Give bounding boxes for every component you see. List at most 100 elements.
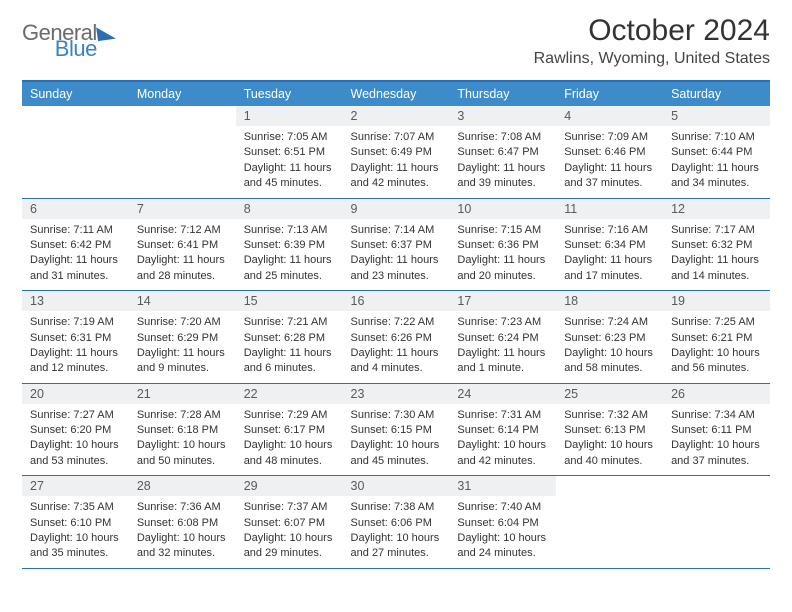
calendar-cell: [22, 106, 129, 198]
sunset-line: Sunset: 6:44 PM: [671, 145, 762, 160]
sunrise-line: Sunrise: 7:27 AM: [30, 408, 121, 423]
day-details: Sunrise: 7:37 AMSunset: 6:07 PMDaylight:…: [236, 496, 343, 568]
calendar-cell: 21Sunrise: 7:28 AMSunset: 6:18 PMDayligh…: [129, 383, 236, 476]
day-number: 6: [22, 199, 129, 219]
sunrise-line: Sunrise: 7:29 AM: [244, 408, 335, 423]
day-header: Sunday: [22, 81, 129, 106]
sunrise-line: Sunrise: 7:25 AM: [671, 315, 762, 330]
logo-text-blue: Blue: [55, 36, 97, 62]
calendar-cell: 28Sunrise: 7:36 AMSunset: 6:08 PMDayligh…: [129, 476, 236, 569]
day-header-row: SundayMondayTuesdayWednesdayThursdayFrid…: [22, 81, 770, 106]
day-number: 9: [343, 199, 450, 219]
day-number: 18: [556, 291, 663, 311]
calendar-cell: 11 Sunrise: 7:16 AMSunset: 6:34 PMDayligh…: [556, 198, 663, 291]
daylight-line: Daylight: 11 hours and 42 minutes.: [351, 161, 442, 192]
day-number: 22: [236, 384, 343, 404]
calendar-page: General Blue October 2024 Rawlins, Wyomi…: [0, 0, 792, 583]
day-number: 25: [556, 384, 663, 404]
daylight-line: Daylight: 10 hours and 42 minutes.: [457, 438, 548, 469]
daylight-line: Daylight: 11 hours and 45 minutes.: [244, 161, 335, 192]
day-details: Sunrise: 7:35 AMSunset: 6:10 PMDaylight:…: [22, 496, 129, 568]
daylight-line: Daylight: 11 hours and 1 minute.: [457, 346, 548, 377]
day-number: 17: [449, 291, 556, 311]
day-number: 4: [556, 106, 663, 126]
day-details: Sunrise: 7:12 AMSunset: 6:41 PMDaylight:…: [129, 219, 236, 291]
daylight-line: Daylight: 11 hours and 34 minutes.: [671, 161, 762, 192]
day-number: 15: [236, 291, 343, 311]
calendar-cell: 17Sunrise: 7:23 AMSunset: 6:24 PMDayligh…: [449, 291, 556, 384]
sunrise-line: Sunrise: 7:36 AM: [137, 500, 228, 515]
sunset-line: Sunset: 6:46 PM: [564, 145, 655, 160]
daylight-line: Daylight: 11 hours and 12 minutes.: [30, 346, 121, 377]
calendar-cell: 1Sunrise: 7:05 AMSunset: 6:51 PMDaylight…: [236, 106, 343, 198]
sunrise-line: Sunrise: 7:40 AM: [457, 500, 548, 515]
daylight-line: Daylight: 10 hours and 53 minutes.: [30, 438, 121, 469]
calendar-cell: 20Sunrise: 7:27 AMSunset: 6:20 PMDayligh…: [22, 383, 129, 476]
day-details: Sunrise: 7:11 AMSunset: 6:42 PMDaylight:…: [22, 219, 129, 291]
sunset-line: Sunset: 6:32 PM: [671, 238, 762, 253]
daylight-line: Daylight: 10 hours and 27 minutes.: [351, 531, 442, 562]
daylight-line: Daylight: 11 hours and 17 minutes.: [564, 253, 655, 284]
calendar-cell: [129, 106, 236, 198]
day-details: Sunrise: 7:21 AMSunset: 6:28 PMDaylight:…: [236, 311, 343, 383]
sunrise-line: Sunrise: 7:12 AM: [137, 223, 228, 238]
calendar-cell: 9Sunrise: 7:14 AMSunset: 6:37 PMDaylight…: [343, 198, 450, 291]
day-number: 31: [449, 476, 556, 496]
sunrise-line: Sunrise: 7:11 AM: [30, 223, 121, 238]
sunrise-line: Sunrise: 7:05 AM: [244, 130, 335, 145]
day-number: 24: [449, 384, 556, 404]
daylight-line: Daylight: 11 hours and 9 minutes.: [137, 346, 228, 377]
day-number: 5: [663, 106, 770, 126]
calendar-row: 27Sunrise: 7:35 AMSunset: 6:10 PMDayligh…: [22, 476, 770, 569]
sunset-line: Sunset: 6:07 PM: [244, 516, 335, 531]
day-number: 13: [22, 291, 129, 311]
day-number: 11: [556, 199, 663, 219]
sunrise-line: Sunrise: 7:20 AM: [137, 315, 228, 330]
day-number: 16: [343, 291, 450, 311]
sunrise-line: Sunrise: 7:21 AM: [244, 315, 335, 330]
sunset-line: Sunset: 6:51 PM: [244, 145, 335, 160]
sunrise-line: Sunrise: 7:37 AM: [244, 500, 335, 515]
day-number: 14: [129, 291, 236, 311]
sunset-line: Sunset: 6:10 PM: [30, 516, 121, 531]
location: Rawlins, Wyoming, United States: [534, 50, 770, 68]
day-number: 29: [236, 476, 343, 496]
calendar-cell: 15Sunrise: 7:21 AMSunset: 6:28 PMDayligh…: [236, 291, 343, 384]
calendar-head: SundayMondayTuesdayWednesdayThursdayFrid…: [22, 81, 770, 106]
sunset-line: Sunset: 6:28 PM: [244, 331, 335, 346]
title-block: October 2024 Rawlins, Wyoming, United St…: [534, 14, 770, 68]
day-header: Saturday: [663, 81, 770, 106]
sunrise-line: Sunrise: 7:15 AM: [457, 223, 548, 238]
day-number: 8: [236, 199, 343, 219]
calendar-table: SundayMondayTuesdayWednesdayThursdayFrid…: [22, 80, 770, 569]
daylight-line: Daylight: 11 hours and 20 minutes.: [457, 253, 548, 284]
sunset-line: Sunset: 6:04 PM: [457, 516, 548, 531]
calendar-cell: 10Sunrise: 7:15 AMSunset: 6:36 PMDayligh…: [449, 198, 556, 291]
day-details: Sunrise: 7:25 AMSunset: 6:21 PMDaylight:…: [663, 311, 770, 383]
sunset-line: Sunset: 6:18 PM: [137, 423, 228, 438]
calendar-cell: 27Sunrise: 7:35 AMSunset: 6:10 PMDayligh…: [22, 476, 129, 569]
day-details: Sunrise: 7:29 AMSunset: 6:17 PMDaylight:…: [236, 404, 343, 476]
daylight-line: Daylight: 11 hours and 6 minutes.: [244, 346, 335, 377]
sunrise-line: Sunrise: 7:35 AM: [30, 500, 121, 515]
sunset-line: Sunset: 6:47 PM: [457, 145, 548, 160]
sunset-line: Sunset: 6:34 PM: [564, 238, 655, 253]
calendar-body: 1Sunrise: 7:05 AMSunset: 6:51 PMDaylight…: [22, 106, 770, 568]
day-details: Sunrise: 7:15 AMSunset: 6:36 PMDaylight:…: [449, 219, 556, 291]
calendar-cell: 2Sunrise: 7:07 AMSunset: 6:49 PMDaylight…: [343, 106, 450, 198]
day-header: Tuesday: [236, 81, 343, 106]
day-details: Sunrise: 7:27 AMSunset: 6:20 PMDaylight:…: [22, 404, 129, 476]
day-number: 27: [22, 476, 129, 496]
sunrise-line: Sunrise: 7:16 AM: [564, 223, 655, 238]
sunset-line: Sunset: 6:37 PM: [351, 238, 442, 253]
day-number: 28: [129, 476, 236, 496]
calendar-cell: [663, 476, 770, 569]
daylight-line: Daylight: 11 hours and 4 minutes.: [351, 346, 442, 377]
day-header: Wednesday: [343, 81, 450, 106]
day-number: 19: [663, 291, 770, 311]
day-details: Sunrise: 7:20 AMSunset: 6:29 PMDaylight:…: [129, 311, 236, 383]
day-details: Sunrise: 7:34 AMSunset: 6:11 PMDaylight:…: [663, 404, 770, 476]
sunset-line: Sunset: 6:11 PM: [671, 423, 762, 438]
day-details: Sunrise: 7:07 AMSunset: 6:49 PMDaylight:…: [343, 126, 450, 198]
calendar-cell: 13Sunrise: 7:19 AMSunset: 6:31 PMDayligh…: [22, 291, 129, 384]
